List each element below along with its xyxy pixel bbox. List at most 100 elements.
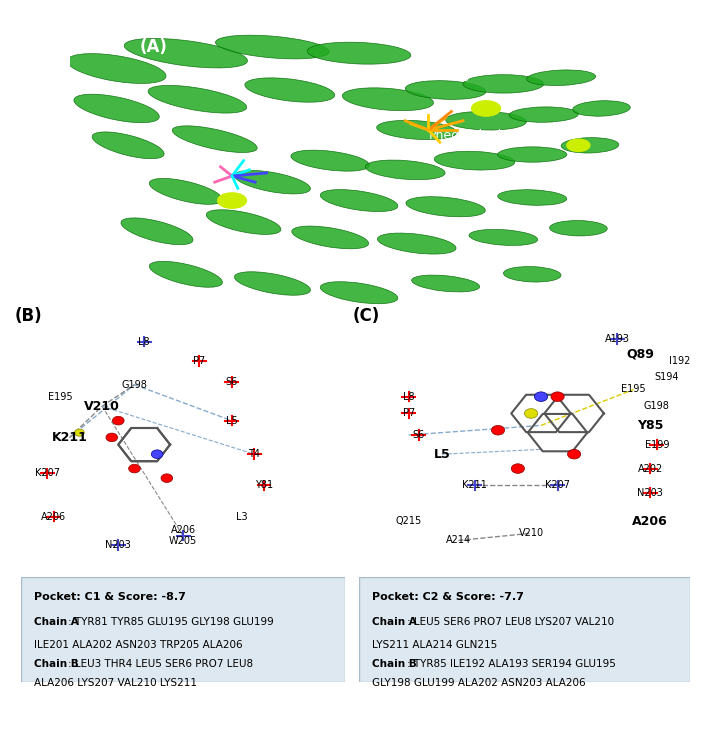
Text: L5: L5 <box>226 416 237 425</box>
Ellipse shape <box>463 75 543 93</box>
Circle shape <box>524 409 538 418</box>
Text: ILE201 ALA202 ASN203 TRP205 ALA206: ILE201 ALA202 ASN203 TRP205 ALA206 <box>34 640 243 649</box>
Circle shape <box>106 433 118 442</box>
Text: Y81: Y81 <box>255 480 273 491</box>
Circle shape <box>129 464 140 473</box>
Text: V210: V210 <box>519 528 543 539</box>
Ellipse shape <box>245 78 334 102</box>
Text: G198: G198 <box>644 401 670 411</box>
Text: K207: K207 <box>34 468 60 479</box>
Text: : LEU3 THR4 LEU5 SER6 PRO7 LEU8: : LEU3 THR4 LEU5 SER6 PRO7 LEU8 <box>68 658 253 669</box>
Text: K211: K211 <box>52 431 87 444</box>
Circle shape <box>534 392 548 401</box>
Text: L5: L5 <box>434 448 450 461</box>
Ellipse shape <box>215 35 329 59</box>
Text: I192: I192 <box>670 356 691 366</box>
Ellipse shape <box>377 121 457 139</box>
Text: L8: L8 <box>139 336 150 347</box>
FancyBboxPatch shape <box>359 577 690 682</box>
Text: S6: S6 <box>225 377 238 387</box>
Ellipse shape <box>550 220 608 236</box>
Text: A214: A214 <box>446 536 471 545</box>
Text: Chain A: Chain A <box>34 616 79 627</box>
Ellipse shape <box>172 126 257 153</box>
Text: A206: A206 <box>632 515 668 528</box>
Text: L8: L8 <box>403 392 415 401</box>
Text: Q89: Q89 <box>627 347 654 360</box>
Text: 3H-indol-3-one: 3H-indol-3-one <box>244 252 337 265</box>
Ellipse shape <box>121 218 193 245</box>
Text: (B): (B) <box>15 307 42 325</box>
Text: A202: A202 <box>638 464 663 473</box>
Circle shape <box>75 429 84 436</box>
Text: V210: V210 <box>84 400 120 413</box>
Text: : TYR81 TYR85 GLU195 GLY198 GLU199: : TYR81 TYR85 GLU195 GLY198 GLU199 <box>68 616 274 627</box>
Text: A206: A206 <box>41 512 66 521</box>
Text: N203: N203 <box>106 540 131 551</box>
Text: Pheomelanin: Pheomelanin <box>428 129 510 142</box>
Ellipse shape <box>92 132 164 159</box>
Circle shape <box>491 425 505 435</box>
Ellipse shape <box>234 171 310 194</box>
Ellipse shape <box>149 261 222 288</box>
Ellipse shape <box>320 189 398 211</box>
Text: K211: K211 <box>463 480 487 491</box>
Ellipse shape <box>291 226 369 249</box>
Ellipse shape <box>412 275 479 292</box>
Circle shape <box>511 464 524 473</box>
Text: Pocket: C1 & Score: -8.7: Pocket: C1 & Score: -8.7 <box>34 592 186 602</box>
Ellipse shape <box>434 151 515 170</box>
Text: Mg²⁺: Mg²⁺ <box>451 67 482 81</box>
Text: GLY198 GLU199 ALA202 ASN203 ALA206: GLY198 GLU199 ALA202 ASN203 ALA206 <box>372 679 586 688</box>
Text: (C): (C) <box>353 307 379 325</box>
Circle shape <box>151 450 163 458</box>
Ellipse shape <box>74 94 159 123</box>
Text: Pocket: C2 & Score: -7.7: Pocket: C2 & Score: -7.7 <box>372 592 524 602</box>
Ellipse shape <box>498 147 567 163</box>
Ellipse shape <box>365 160 445 180</box>
Ellipse shape <box>148 85 246 113</box>
Ellipse shape <box>406 81 486 100</box>
Ellipse shape <box>377 233 456 254</box>
FancyBboxPatch shape <box>21 577 345 682</box>
Text: A206
W205: A206 W205 <box>169 525 197 547</box>
Text: N203: N203 <box>637 488 663 497</box>
Text: Y85: Y85 <box>637 419 663 432</box>
Ellipse shape <box>406 197 485 216</box>
Ellipse shape <box>561 138 619 153</box>
Ellipse shape <box>67 54 166 83</box>
Circle shape <box>472 101 501 116</box>
Text: A193: A193 <box>605 334 629 344</box>
Text: P7: P7 <box>193 356 206 366</box>
Ellipse shape <box>234 272 310 295</box>
Text: E195: E195 <box>48 392 73 401</box>
Text: P7: P7 <box>403 408 415 419</box>
Text: Eumelanin: Eumelanin <box>175 160 241 173</box>
Ellipse shape <box>291 150 370 172</box>
Ellipse shape <box>124 38 248 68</box>
Ellipse shape <box>503 267 561 282</box>
Text: G198: G198 <box>122 380 147 389</box>
Text: L3: L3 <box>236 512 247 521</box>
Text: : LEU5 SER6 PRO7 LEU8 LYS207 VAL210: : LEU5 SER6 PRO7 LEU8 LYS207 VAL210 <box>407 616 614 627</box>
Ellipse shape <box>307 42 411 64</box>
Circle shape <box>551 392 564 401</box>
Text: T4: T4 <box>249 449 260 459</box>
Ellipse shape <box>527 70 596 85</box>
Text: Chain B: Chain B <box>372 658 417 669</box>
Text: E199: E199 <box>645 440 669 449</box>
Ellipse shape <box>320 282 398 303</box>
Ellipse shape <box>149 178 222 204</box>
Circle shape <box>218 193 246 208</box>
Text: K207: K207 <box>545 480 570 491</box>
Text: ALA206 LYS207 VAL210 LYS211: ALA206 LYS207 VAL210 LYS211 <box>34 679 197 688</box>
Ellipse shape <box>498 189 567 205</box>
Ellipse shape <box>206 210 281 234</box>
Circle shape <box>567 449 581 459</box>
Ellipse shape <box>342 88 434 111</box>
Text: (A): (A) <box>139 38 168 56</box>
Ellipse shape <box>573 100 630 116</box>
Text: S194: S194 <box>655 372 679 383</box>
Ellipse shape <box>446 112 527 130</box>
Ellipse shape <box>509 107 579 122</box>
